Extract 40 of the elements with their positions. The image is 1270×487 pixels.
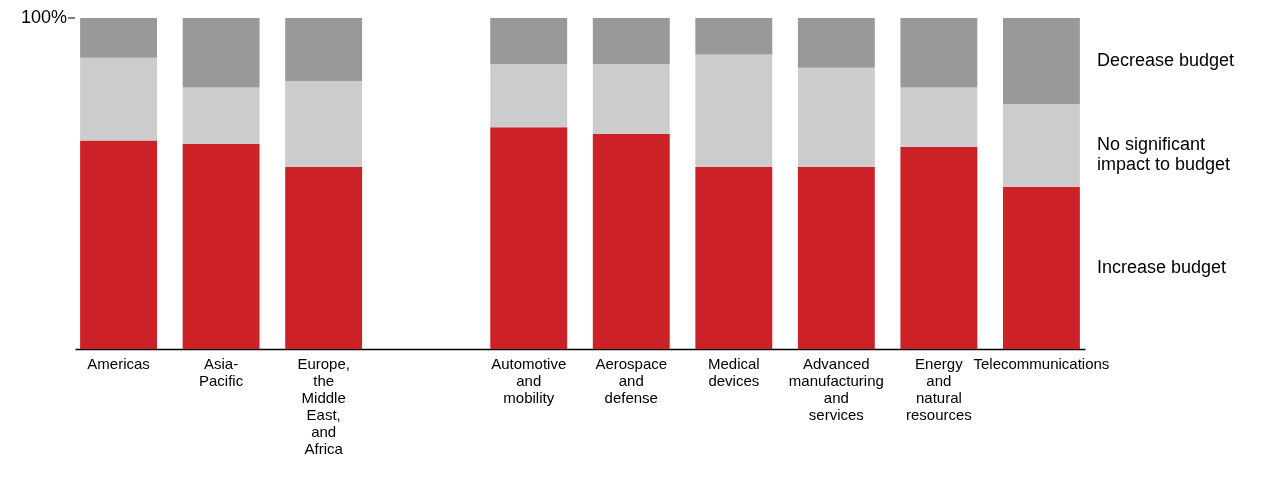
bar <box>182 18 260 88</box>
bar <box>490 127 568 349</box>
x-tick-label: Energy and natural resources <box>905 355 972 423</box>
x-tick-label: Aerospace and defense <box>595 355 668 406</box>
series-label: Increase budget <box>1097 256 1227 277</box>
bar <box>797 166 875 349</box>
bar <box>695 54 773 167</box>
bar <box>900 87 978 148</box>
bar <box>285 80 363 167</box>
bar <box>285 166 363 349</box>
bar <box>490 64 568 128</box>
bar <box>797 18 875 68</box>
x-tick-label: Asia- Pacific <box>199 355 244 389</box>
x-tick-label: Telecommunications <box>973 355 1110 372</box>
bar <box>797 67 875 167</box>
x-tick-label: Americas <box>87 355 150 372</box>
bar <box>80 18 158 58</box>
bar <box>490 18 568 65</box>
bar <box>1002 186 1080 349</box>
bar <box>182 87 260 144</box>
series-label: Decrease budget <box>1097 50 1235 71</box>
bar <box>285 18 363 81</box>
bar <box>80 57 158 141</box>
bar <box>900 18 978 88</box>
bar <box>592 64 670 134</box>
bar <box>1002 18 1080 105</box>
x-tick-label: Advanced manufacturing and services <box>788 355 884 423</box>
bar <box>695 166 773 349</box>
bar <box>695 18 773 55</box>
bar <box>80 140 158 349</box>
bar <box>182 143 260 349</box>
bar <box>900 147 978 349</box>
bar <box>592 133 670 349</box>
x-tick-label: Europe, the Middle East, and Africa <box>297 355 350 457</box>
x-tick-label: Medical devices <box>707 355 760 389</box>
text: 100% <box>20 7 67 27</box>
bar <box>1002 104 1080 187</box>
series-label: No significant impact to budget <box>1097 134 1231 175</box>
x-tick-label: Automotive and mobility <box>491 355 567 406</box>
bar <box>592 18 670 65</box>
